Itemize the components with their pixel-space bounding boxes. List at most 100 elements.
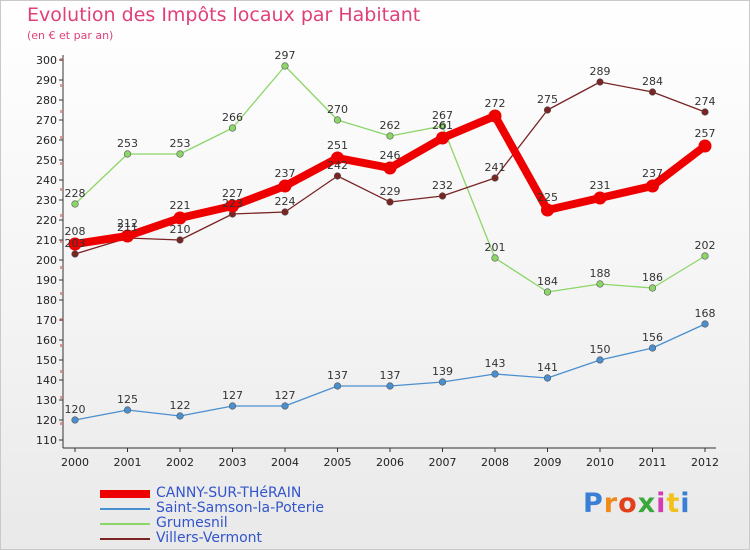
data-point: [436, 131, 449, 145]
data-label: 125: [117, 393, 138, 406]
y-tick-label: 130: [36, 394, 57, 407]
data-point: [278, 179, 292, 193]
data-label: 168: [695, 307, 716, 320]
data-point: [491, 254, 499, 262]
legend-item: Grumesnil: [100, 516, 360, 531]
logo-letter: P: [583, 488, 604, 519]
y-tick-label: 160: [36, 334, 57, 347]
data-point: [226, 199, 239, 213]
data-label: 120: [65, 403, 86, 416]
data-label: 266: [222, 111, 243, 124]
x-tick-label: 2012: [691, 456, 719, 469]
y-tick-label: 240: [36, 174, 57, 187]
y-tick-label: 260: [36, 134, 57, 147]
y-tick-label: 280: [36, 94, 57, 107]
data-label: 208: [65, 225, 86, 238]
x-tick-label: 2007: [429, 456, 457, 469]
data-label: 211: [117, 221, 138, 234]
data-label: 229: [380, 185, 401, 198]
y-tick-label: 210: [36, 234, 57, 247]
data-point: [648, 88, 657, 96]
data-point: [438, 192, 447, 200]
legend-item: Saint-Samson-la-Poterie: [100, 501, 360, 516]
y-tick-label: 300: [36, 54, 57, 67]
data-label: 141: [537, 361, 558, 374]
data-label: 242: [327, 159, 348, 172]
data-point: [228, 402, 237, 410]
x-tick-label: 2011: [639, 456, 667, 469]
data-label: 127: [222, 389, 243, 402]
data-point: [701, 320, 709, 328]
data-point: [281, 402, 289, 410]
data-label: 127: [275, 389, 296, 402]
data-label: 137: [327, 369, 348, 382]
data-label: 257: [695, 127, 716, 140]
x-tick-label: 2001: [114, 456, 142, 469]
series-line-grumesnil: [74, 65, 706, 293]
data-label: 184: [537, 275, 558, 288]
x-tick-label: 2002: [166, 456, 194, 469]
data-point: [491, 174, 499, 182]
data-label: 246: [380, 149, 401, 162]
data-point: [648, 284, 657, 292]
y-tick-label: 230: [36, 194, 57, 207]
data-label: 267: [432, 109, 453, 122]
data-label: 225: [537, 191, 558, 204]
data-label: 212: [117, 217, 138, 230]
data-label: 284: [642, 75, 663, 88]
x-tick-label: 2004: [271, 456, 299, 469]
data-point: [173, 211, 187, 225]
data-point: [701, 252, 709, 260]
legend-swatch: [100, 523, 150, 525]
data-point: [543, 374, 552, 382]
logo-letter: i: [680, 488, 691, 519]
data-point: [176, 150, 184, 158]
data-point: [123, 150, 132, 158]
data-label: 289: [590, 65, 611, 78]
data-point: [68, 237, 82, 251]
legend-label: Villers-Vermont: [156, 530, 263, 546]
y-tick-label: 250: [36, 154, 57, 167]
data-label: 224: [275, 195, 296, 208]
data-label: 156: [642, 331, 663, 344]
data-point: [176, 412, 184, 420]
data-label: 231: [590, 179, 611, 192]
data-label: 143: [485, 357, 506, 370]
y-tick-label: 220: [36, 214, 57, 227]
data-label: 241: [485, 161, 506, 174]
chart-title: Evolution des Impôts locaux par Habitant: [27, 4, 421, 26]
data-point: [491, 370, 499, 378]
data-label: 253: [117, 137, 138, 150]
data-point: [543, 106, 552, 114]
x-tick-label: 2010: [586, 456, 614, 469]
data-label: 137: [380, 369, 401, 382]
legend-swatch: [100, 490, 150, 498]
logo-letter: i: [656, 488, 667, 519]
x-tick-label: 2000: [61, 456, 89, 469]
legend-label: Grumesnil: [156, 515, 228, 531]
y-tick-label: 270: [36, 114, 57, 127]
data-label: 228: [65, 187, 86, 200]
data-point: [333, 116, 342, 124]
data-label: 150: [590, 343, 611, 356]
data-label: 237: [642, 167, 663, 180]
y-tick-label: 180: [36, 294, 57, 307]
legend-item: CANNY-SUR-THéRAIN: [100, 486, 360, 501]
data-label: 221: [170, 199, 191, 212]
data-label: 237: [275, 167, 296, 180]
data-point: [333, 172, 342, 180]
data-point: [698, 139, 712, 153]
y-tick-label: 140: [36, 374, 57, 387]
data-point: [386, 382, 394, 390]
data-point: [648, 344, 657, 352]
data-point: [386, 198, 394, 206]
x-tick-label: 2008: [481, 456, 509, 469]
data-point: [121, 229, 134, 243]
x-tick-label: 2006: [376, 456, 404, 469]
y-tick-label: 170: [36, 314, 57, 327]
data-point: [71, 416, 79, 424]
logo-letter: o: [618, 488, 638, 519]
data-label: 253: [170, 137, 191, 150]
